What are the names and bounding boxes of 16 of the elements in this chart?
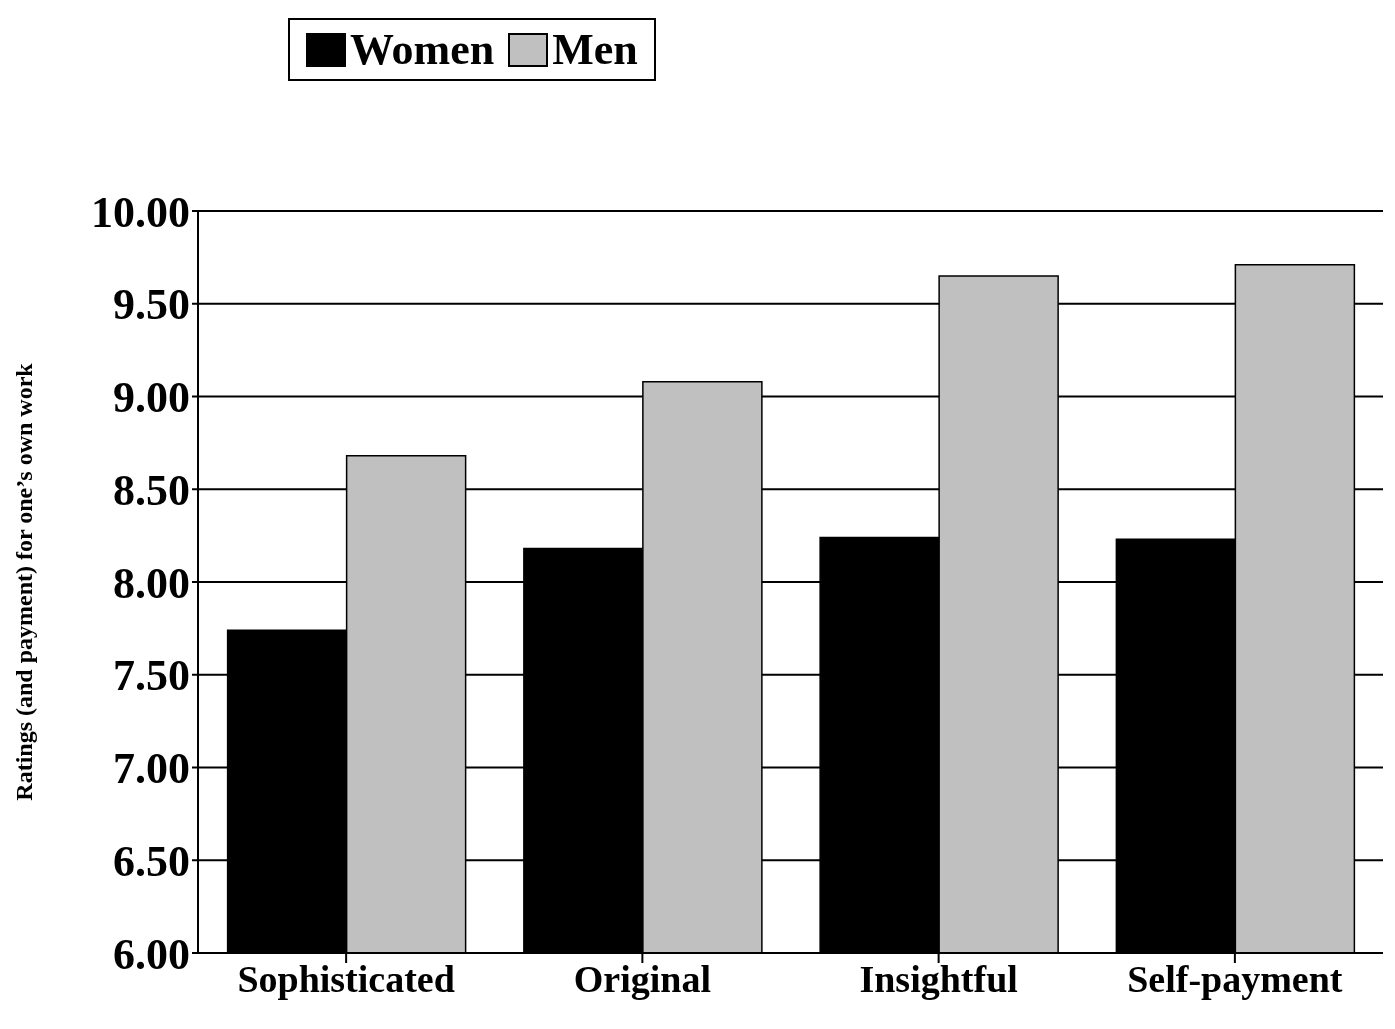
x-tick-label: Original <box>573 957 711 1000</box>
x-tick-label: Insightful <box>859 957 1018 1000</box>
y-tick-label: 10.00 <box>91 187 190 237</box>
y-tick-label: 9.50 <box>113 280 190 330</box>
y-tick-label: 7.00 <box>113 744 190 794</box>
y-axis-title: Ratings (and payment) for one’s own work <box>10 362 37 801</box>
y-tick-label: 6.00 <box>113 929 190 979</box>
legend-label: Men <box>551 24 638 75</box>
y-tick-label: 6.50 <box>113 836 190 886</box>
y-tick-label: 8.00 <box>113 558 190 608</box>
x-tick-label: Sophisticated <box>237 957 455 1000</box>
y-tick-label: 8.50 <box>113 465 190 515</box>
y-tick-label: 7.50 <box>113 651 190 701</box>
legend-label: Women <box>349 24 495 75</box>
y-tick-label: 9.00 <box>113 373 190 423</box>
x-tick-label: Self-payment <box>1127 957 1343 1000</box>
